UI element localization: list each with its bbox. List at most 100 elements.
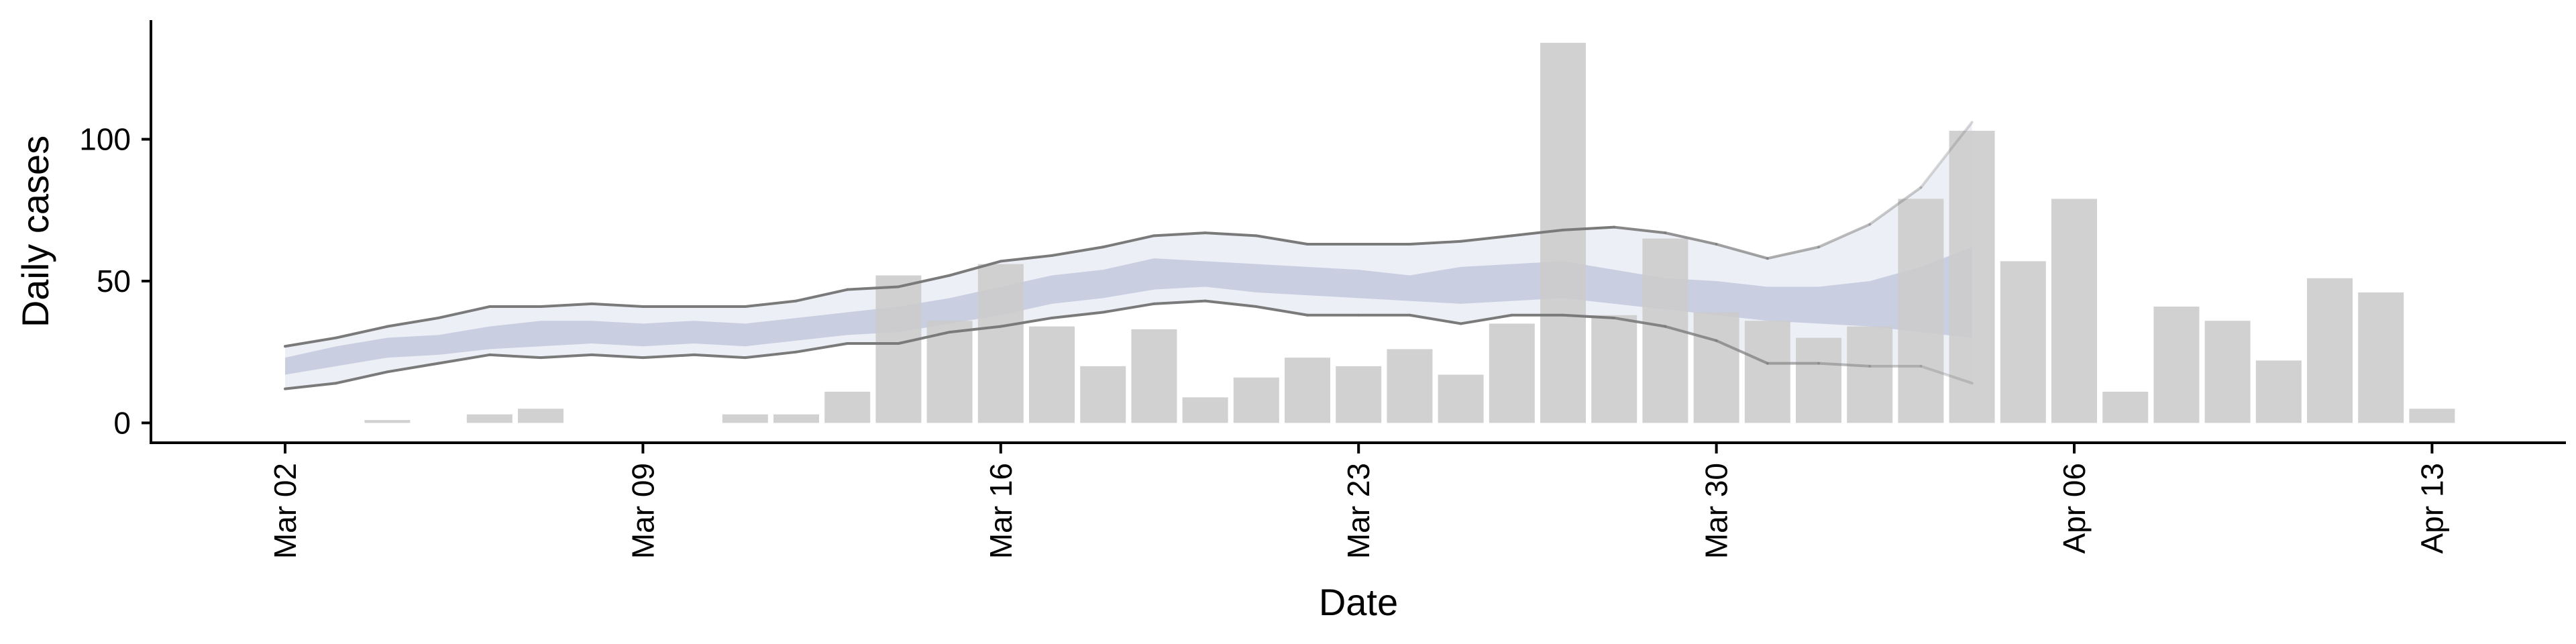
x-tick-label: Mar 23 — [1341, 463, 1376, 559]
bar — [364, 420, 411, 423]
upper-outline-segment — [795, 288, 849, 303]
bar — [1949, 130, 1995, 423]
upper-outline-segment — [1152, 231, 1207, 237]
upper-outline-segment — [999, 254, 1053, 263]
x-axis-title: Date — [1319, 581, 1398, 623]
bar — [977, 264, 1024, 423]
bar — [926, 321, 973, 423]
bar — [1080, 366, 1126, 423]
bar — [2102, 391, 2149, 423]
upper-outline-segment — [1562, 225, 1616, 231]
x-tick-label: Mar 30 — [1699, 463, 1734, 559]
upper-outline-segment — [897, 274, 951, 288]
lower-outline-segment — [1102, 302, 1156, 314]
band-outline-layer — [284, 121, 1974, 390]
bar — [1489, 323, 1535, 423]
lower-outline-segment — [437, 353, 491, 365]
bar-layer — [364, 42, 2455, 423]
upper-outline-segment — [539, 302, 594, 309]
upper-outline-segment — [284, 336, 338, 348]
bar — [1898, 199, 1944, 423]
lower-outline-segment — [641, 353, 696, 360]
upper-outline-segment — [1664, 231, 1718, 246]
lower-outline-segment — [1459, 313, 1513, 325]
upper-outline-segment — [386, 316, 440, 328]
upper-outline-segment — [1766, 246, 1820, 260]
upper-outline-segment — [590, 302, 645, 309]
upper-outline-segment — [743, 299, 798, 309]
upper-outline-segment — [335, 325, 389, 339]
bar — [466, 414, 513, 423]
bar — [875, 275, 922, 423]
bar — [1336, 366, 1382, 423]
bar — [1744, 321, 1790, 423]
bar — [1847, 326, 1893, 423]
upper-outline-segment — [948, 260, 1002, 277]
bar — [1285, 358, 1330, 423]
lower-outline-segment — [1051, 311, 1105, 319]
lower-outline-segment — [539, 353, 594, 360]
upper-outline-segment — [1919, 121, 1974, 189]
upper-outline-segment — [1868, 186, 1923, 226]
bar — [2051, 199, 2097, 423]
lower-outline-segment — [795, 342, 849, 354]
x-tick-label: Mar 09 — [625, 463, 660, 559]
bar — [722, 414, 768, 423]
bar — [1693, 312, 1739, 423]
lower-outline-segment — [1919, 364, 1974, 385]
bar — [2255, 360, 2302, 423]
bar — [1796, 337, 1841, 423]
lower-outline-segment — [897, 331, 951, 345]
lower-outline-segment — [1152, 299, 1207, 305]
upper-outline-segment — [1408, 239, 1462, 246]
lower-outline-segment — [1562, 313, 1616, 319]
upper-outline-segment — [1613, 225, 1667, 235]
lower-outline-segment — [999, 316, 1053, 328]
lower-outline-segment — [1203, 299, 1258, 309]
lower-outline-segment — [743, 350, 798, 360]
lower-outline-segment — [1664, 325, 1718, 342]
bar — [1131, 329, 1177, 423]
lower-outline-segment — [1408, 313, 1462, 325]
bar — [1387, 349, 1433, 423]
x-tick-label: Mar 02 — [268, 463, 303, 559]
lower-outline-segment — [488, 353, 542, 360]
upper-outline-segment — [1510, 228, 1564, 237]
y-tick-label: 50 — [97, 264, 131, 299]
lower-outline-segment — [1613, 316, 1667, 328]
bar — [773, 414, 819, 423]
lower-outline-segment — [590, 353, 645, 360]
bar — [1029, 326, 1075, 423]
bar — [1591, 315, 1638, 423]
bar — [2204, 321, 2251, 423]
lower-outline-segment — [692, 353, 747, 360]
bar — [518, 409, 564, 423]
bar — [1233, 377, 1279, 423]
bar — [2409, 409, 2455, 423]
lower-outline-segment — [1254, 305, 1309, 317]
bar — [824, 391, 871, 423]
lower-outline-segment — [948, 325, 1002, 334]
upper-outline-segment — [1051, 246, 1105, 257]
upper-outline-segment — [1203, 231, 1258, 237]
upper-outline-segment — [1715, 243, 1769, 260]
bar — [2358, 292, 2404, 423]
y-tick-label: 0 — [113, 405, 131, 440]
lower-outline-segment — [1715, 339, 1769, 365]
upper-outline-segment — [1459, 234, 1513, 243]
upper-outline-segment — [1102, 234, 1156, 249]
lower-outline-segment — [1817, 362, 1872, 368]
upper-outline-segment — [437, 305, 491, 319]
y-axis-title: Daily cases — [14, 136, 56, 327]
x-tick-label: Mar 16 — [983, 463, 1018, 559]
lower-outline-segment — [335, 370, 389, 385]
x-ticks: Mar 02 Mar 09 Mar 16 Mar 23 Mar 30 Apr 06 Apr … — [268, 443, 2449, 559]
lower-outline-segment — [386, 362, 440, 374]
lower-outline-segment — [284, 382, 338, 390]
bar — [2000, 261, 2046, 423]
bar — [2307, 278, 2353, 423]
y-tick-label: 100 — [79, 122, 131, 157]
x-tick-label: Apr 13 — [2414, 463, 2449, 554]
upper-outline-segment — [1817, 223, 1872, 249]
